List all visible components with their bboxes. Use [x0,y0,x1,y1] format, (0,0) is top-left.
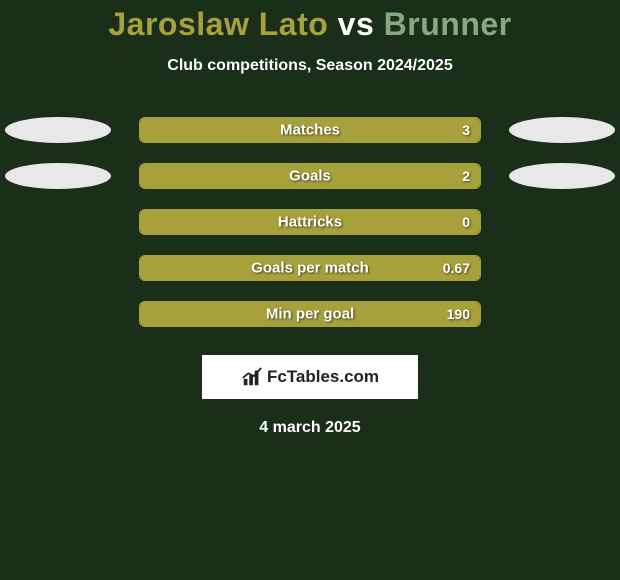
date-text: 4 march 2025 [0,419,620,437]
stat-label: Min per goal [266,306,354,323]
title-connector: vs [338,6,375,42]
stat-label: Matches [280,122,340,139]
player1-name: Jaroslaw Lato [108,6,328,42]
player2-marker [509,163,615,189]
stat-row: Min per goal 190 [0,301,620,327]
player1-marker [5,163,111,189]
player2-name: Brunner [384,6,512,42]
stat-bar: Min per goal 190 [139,301,481,327]
stat-bar: Goals 2 [139,163,481,189]
stat-row: Goals 2 [0,163,620,189]
stat-label: Hattricks [278,214,342,231]
stat-row: Goals per match 0.67 [0,255,620,281]
stat-value: 190 [447,306,470,322]
logo-text: FcTables.com [267,367,379,387]
stat-value: 0.67 [443,260,470,276]
stat-bar: Goals per match 0.67 [139,255,481,281]
page-title: Jaroslaw Lato vs Brunner [0,6,620,43]
stat-value: 3 [462,122,470,138]
comparison-panel: Jaroslaw Lato vs Brunner Club competitio… [0,0,620,437]
stat-bar: Matches 3 [139,117,481,143]
player2-marker [509,117,615,143]
logo-box: FcTables.com [202,355,418,399]
stat-rows: Matches 3 Goals 2 Hattricks 0 Goals per match 0… [0,117,620,327]
barchart-icon [241,366,263,388]
player1-marker [5,117,111,143]
subtitle: Club competitions, Season 2024/2025 [0,57,620,75]
stat-label: Goals per match [251,260,369,277]
stat-value: 0 [462,214,470,230]
stat-row: Matches 3 [0,117,620,143]
stat-label: Goals [289,168,331,185]
stat-value: 2 [462,168,470,184]
stat-bar: Hattricks 0 [139,209,481,235]
stat-row: Hattricks 0 [0,209,620,235]
